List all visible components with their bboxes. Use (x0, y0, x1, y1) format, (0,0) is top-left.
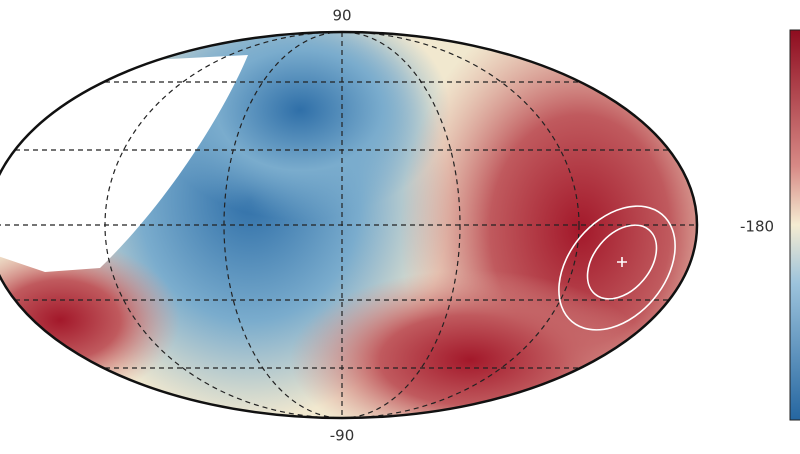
top-label: 90 (332, 7, 351, 25)
bottom-label: -90 (330, 427, 355, 445)
contours (558, 205, 676, 331)
map-border (0, 30, 699, 420)
right-label: -180 (740, 218, 774, 236)
colorbar (789, 29, 800, 421)
